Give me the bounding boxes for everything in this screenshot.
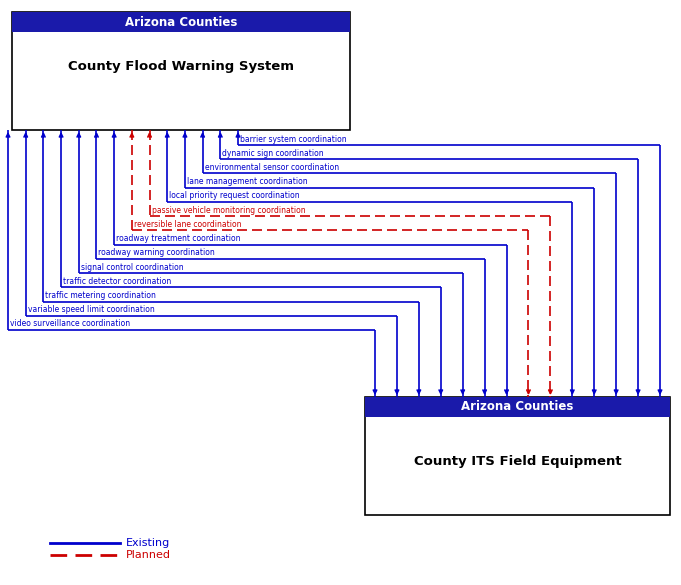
Text: lane management coordination: lane management coordination (187, 177, 308, 186)
Text: environmental sensor coordination: environmental sensor coordination (204, 163, 338, 172)
Text: passive vehicle monitoring coordination: passive vehicle monitoring coordination (152, 206, 305, 215)
Text: traffic metering coordination: traffic metering coordination (46, 291, 156, 300)
Text: traffic detector coordination: traffic detector coordination (63, 277, 172, 286)
Text: reversible lane coordination: reversible lane coordination (134, 220, 241, 229)
Text: Planned: Planned (126, 550, 171, 560)
Text: roadway treatment coordination: roadway treatment coordination (116, 234, 240, 243)
Text: Arizona Counties: Arizona Counties (461, 401, 573, 414)
Text: barrier system coordination: barrier system coordination (240, 135, 347, 143)
Text: Arizona Counties: Arizona Counties (125, 15, 237, 29)
Bar (365, 397, 670, 515)
Bar (365, 397, 670, 417)
Text: County ITS Field Equipment: County ITS Field Equipment (413, 455, 621, 467)
Text: local priority request coordination: local priority request coordination (170, 191, 300, 201)
Text: signal control coordination: signal control coordination (81, 263, 183, 271)
Text: County Flood Warning System: County Flood Warning System (68, 60, 294, 73)
Text: dynamic sign coordination: dynamic sign coordination (222, 149, 324, 158)
Text: video surveillance coordination: video surveillance coordination (10, 319, 130, 329)
Bar (12, 12, 350, 130)
Text: variable speed limit coordination: variable speed limit coordination (28, 305, 155, 314)
Text: roadway warning coordination: roadway warning coordination (99, 249, 215, 257)
Bar (12, 12, 350, 32)
Text: Existing: Existing (126, 538, 170, 548)
